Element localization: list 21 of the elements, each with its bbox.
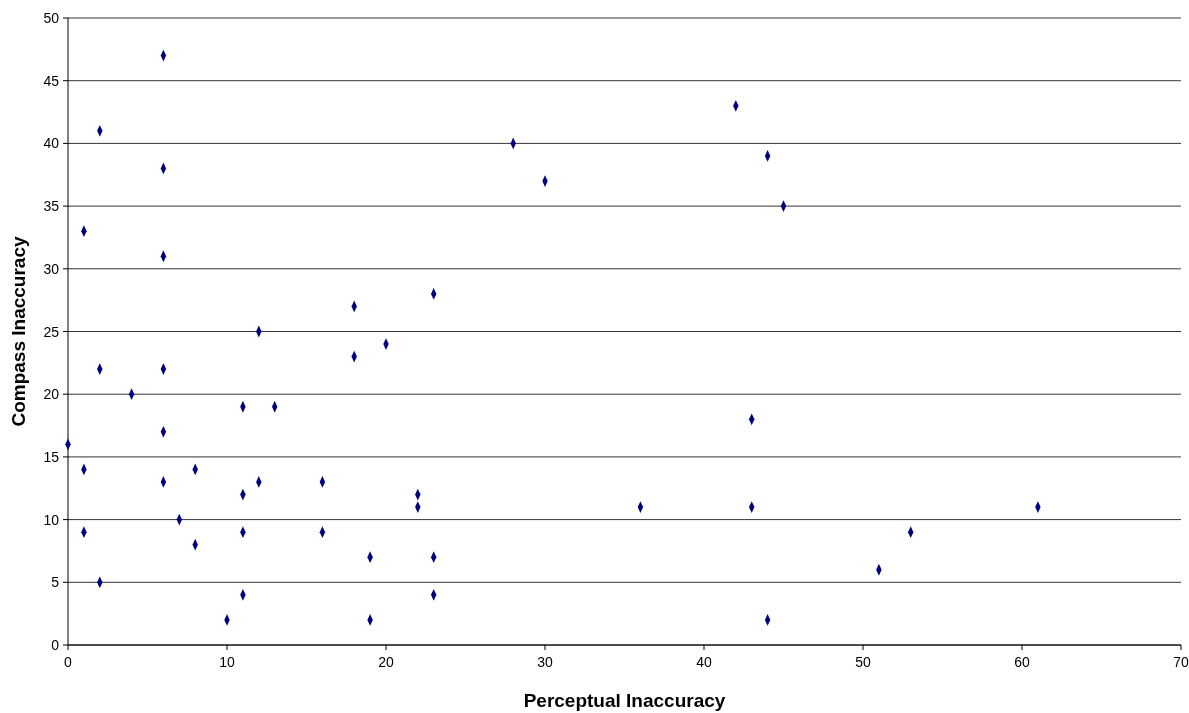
x-tick-label: 50 xyxy=(855,654,871,670)
y-tick-label: 40 xyxy=(43,135,60,152)
x-axis-title: Perceptual Inaccuracy xyxy=(523,690,726,711)
y-tick-label: 45 xyxy=(43,72,60,89)
y-tick-label: 25 xyxy=(43,323,60,340)
x-tick-label: 30 xyxy=(537,654,553,670)
y-tick-label: 30 xyxy=(43,260,60,277)
x-tick-label: 40 xyxy=(696,654,712,670)
x-tick-label: 60 xyxy=(1014,654,1030,670)
y-tick-label: 35 xyxy=(43,198,60,215)
y-axis-title: Compass Inaccuracy xyxy=(8,236,29,427)
x-tick-label: 0 xyxy=(64,654,73,670)
y-tick-label: 5 xyxy=(51,574,60,591)
x-tick-label: 10 xyxy=(219,654,235,670)
y-tick-label: 20 xyxy=(43,386,60,403)
y-tick-label: 15 xyxy=(43,448,60,465)
x-tick-label: 20 xyxy=(378,654,394,670)
y-tick-label: 50 xyxy=(43,10,60,26)
y-tick-label: 10 xyxy=(43,511,60,528)
y-tick-label: 0 xyxy=(51,637,60,653)
x-tick-label: 70 xyxy=(1173,654,1189,670)
